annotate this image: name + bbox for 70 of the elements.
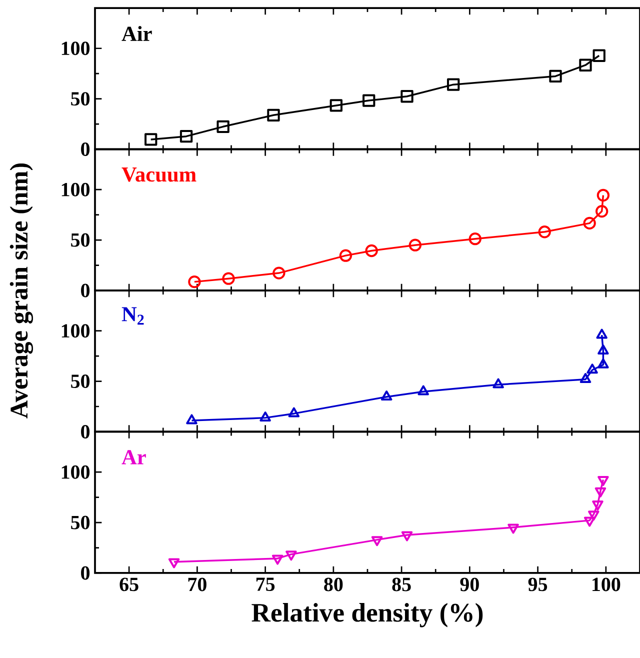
text: N$_{2}$ [122, 307, 144, 325]
x-tick-label: 90 [460, 578, 479, 592]
x-tick-label: 100 [592, 578, 620, 592]
point [186, 414, 198, 424]
point [222, 272, 235, 285]
point [362, 94, 376, 107]
point [588, 510, 600, 521]
y-tick-label: 100 [62, 182, 90, 196]
point [418, 385, 429, 396]
y-tick-label: 100 [62, 42, 90, 56]
point [272, 554, 284, 565]
y-tick-label: 0 [81, 284, 90, 298]
point [267, 108, 280, 122]
point [592, 500, 604, 511]
y-tick-label: 100 [62, 324, 90, 338]
point [592, 49, 606, 62]
point [446, 78, 460, 91]
point [188, 275, 201, 288]
text: Vacuum [122, 168, 196, 182]
point [400, 90, 414, 103]
point [579, 58, 592, 72]
point [595, 204, 608, 218]
point [596, 328, 608, 339]
point [508, 524, 519, 534]
point [492, 378, 504, 388]
point [260, 411, 271, 422]
y-tick-label: 100 [62, 465, 90, 479]
point [216, 120, 230, 133]
point [330, 99, 342, 112]
y-tick-label: 0 [81, 566, 90, 580]
point [586, 364, 598, 374]
point [580, 373, 592, 384]
x-tick-label: 85 [392, 578, 411, 592]
point [598, 358, 609, 368]
x-axis-title: Relative density (%) [252, 603, 483, 628]
point [598, 476, 609, 486]
point [288, 407, 300, 418]
y-tick-label: 50 [71, 374, 90, 388]
y-tick-label: 50 [71, 516, 90, 530]
point [538, 226, 551, 238]
point [144, 133, 158, 146]
y-tick-label: 0 [81, 425, 90, 438]
point [401, 531, 413, 542]
x-tick-label: 95 [528, 578, 548, 592]
point [371, 536, 383, 546]
y-tick-label: 50 [71, 92, 90, 106]
point [286, 550, 297, 561]
point [339, 249, 352, 262]
point [468, 232, 482, 246]
x-tick-label: 70 [188, 578, 206, 592]
point [168, 558, 180, 568]
x-tick-label: 80 [324, 578, 343, 592]
point [365, 244, 378, 258]
point [598, 344, 609, 354]
y-tick-label: 0 [81, 142, 90, 156]
point [596, 188, 610, 202]
point [583, 216, 596, 230]
x-tick-label: 65 [120, 578, 138, 592]
point [408, 238, 422, 252]
point [594, 487, 606, 498]
y-axis-title: Average grain size (nm) [10, 163, 33, 418]
x-tick-label: 75 [256, 578, 275, 591]
point [180, 130, 193, 143]
y-tick-label: 50 [71, 233, 90, 247]
point [549, 70, 562, 83]
point [584, 516, 596, 527]
text: Ar [122, 450, 146, 464]
point [272, 266, 286, 280]
point [380, 390, 392, 401]
legend-label: Air [122, 26, 152, 41]
